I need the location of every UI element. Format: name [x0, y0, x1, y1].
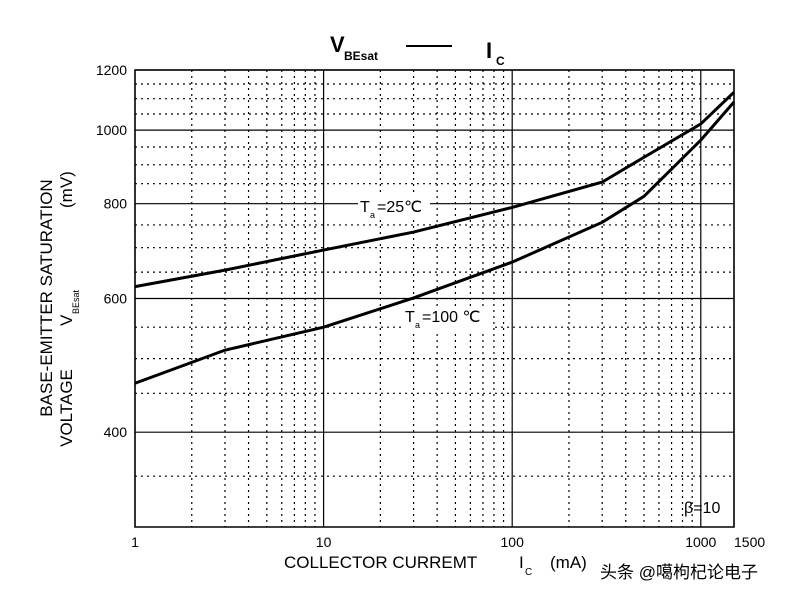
title-main2: I — [486, 38, 492, 63]
x-label: COLLECTOR CURREMT — [284, 553, 477, 572]
curve-label: T — [360, 199, 370, 216]
y-label-line2: VOLTAGE — [57, 369, 76, 447]
y-tick-label: 600 — [104, 291, 128, 307]
y-tick-label: 400 — [104, 424, 128, 440]
watermark: 头条 @噶枸杞论电子 — [600, 563, 758, 582]
y-tick-label: 800 — [104, 196, 128, 212]
y-tick-label: 1000 — [96, 122, 127, 138]
x-tick-label: 1 — [131, 534, 139, 550]
y-label: BASE-EMITTER SATURATION VOLTAGE V BEsat … — [37, 171, 81, 447]
plot-frame — [134, 69, 735, 528]
curve-label-sub: a — [370, 210, 375, 220]
x-label-symbol: I — [519, 553, 524, 572]
x-label-sub: C — [525, 567, 532, 578]
title-sub2: C — [496, 54, 505, 68]
y-label-line1: BASE-EMITTER SATURATION — [37, 179, 56, 416]
curve-label-rest: =25℃ — [377, 199, 422, 216]
x-tick-label: 1500 — [734, 534, 765, 550]
curve-label-sub: a — [415, 320, 420, 330]
y-label-sub: BEsat — [71, 289, 81, 314]
title-sub: BEsat — [344, 49, 378, 63]
x-label-unit: (mA) — [550, 553, 587, 572]
x-tick-label: 100 — [501, 534, 525, 550]
label-bg — [358, 196, 430, 220]
annotation: β=10 — [684, 500, 720, 517]
curve-label-rest: =100 ℃ — [422, 309, 480, 326]
title-main: V — [330, 32, 345, 57]
x-tick-label: 1000 — [685, 534, 716, 550]
y-label-symbol: V — [57, 314, 76, 326]
x-tick-label: 10 — [316, 534, 332, 550]
label-bg — [403, 306, 491, 330]
y-label-unit: (mV) — [57, 171, 76, 208]
series-line — [134, 91, 736, 289]
series-line — [134, 101, 736, 385]
curve-label: T — [405, 309, 415, 326]
y-tick-label: 1200 — [96, 62, 127, 78]
